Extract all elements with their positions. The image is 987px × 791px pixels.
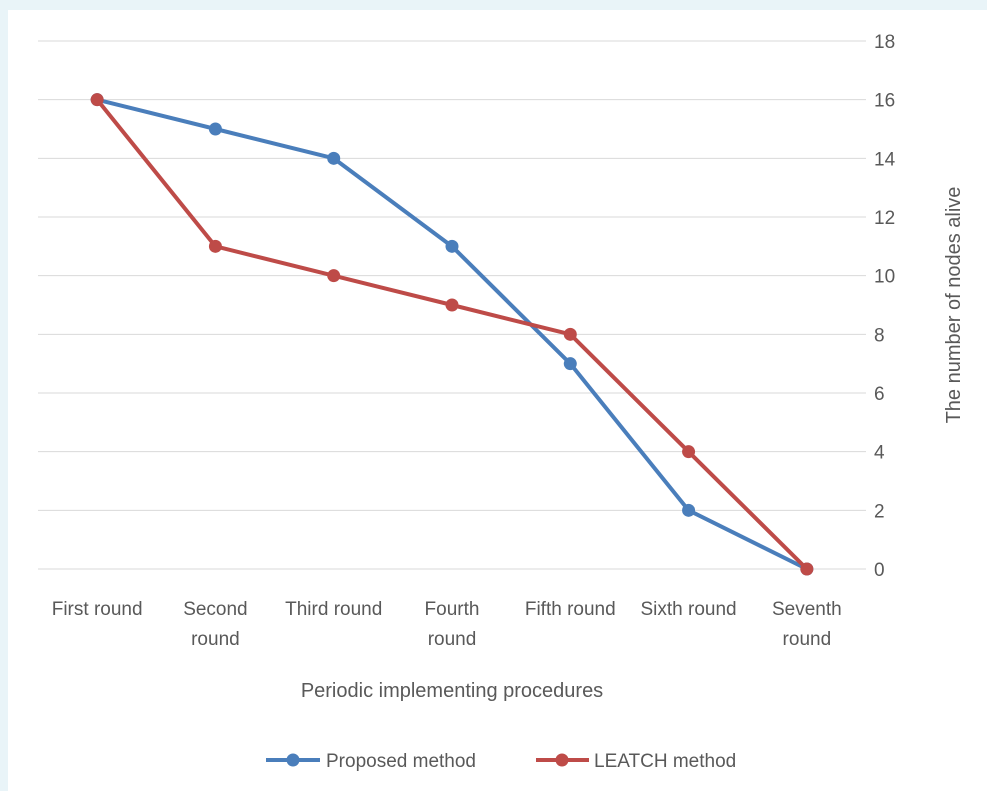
legend-label-leatch: LEATCH method	[594, 751, 736, 772]
y-tick-label: 4	[874, 443, 885, 464]
y-tick-label: 0	[874, 560, 885, 581]
data-point	[327, 151, 341, 165]
legend-item-leatch: LEATCH method	[536, 751, 736, 772]
y-tick-label: 12	[874, 208, 895, 229]
y-tick-label: 18	[874, 32, 895, 53]
data-point	[208, 239, 222, 253]
y-tick-label: 14	[874, 149, 896, 170]
data-point	[90, 93, 104, 107]
x-tick-label: Second round	[183, 599, 247, 650]
data-point	[445, 298, 459, 312]
data-point	[327, 269, 341, 283]
y-axis-title: The number of nodes alive	[943, 187, 965, 424]
y-tick-label: 10	[874, 267, 895, 288]
x-tick-label: Fourth round	[425, 599, 480, 650]
x-tick-label: Seventh round	[772, 599, 842, 650]
series-1	[90, 93, 814, 576]
y-tick-label: 6	[874, 384, 885, 405]
x-tick-label: First round	[52, 599, 143, 620]
x-axis-ticks: First round Second round Third round Fourth r…	[52, 599, 842, 650]
data-point	[445, 239, 459, 253]
data-point	[682, 445, 696, 459]
y-tick-label: 2	[874, 501, 885, 522]
background-band-left	[0, 0, 8, 791]
x-axis-title: Periodic implementing procedures	[301, 680, 603, 702]
background-band-top	[0, 0, 987, 10]
legend-label-proposed: Proposed method	[326, 751, 476, 772]
series-lines	[90, 93, 814, 576]
data-point	[682, 503, 696, 517]
data-point	[800, 562, 814, 576]
data-point	[563, 357, 577, 371]
legend-item-proposed: Proposed method	[266, 751, 476, 772]
x-tick-label: Sixth round	[641, 599, 737, 620]
y-tick-label: 16	[874, 91, 895, 112]
x-tick-label: Fifth round	[525, 599, 616, 620]
x-tick-label: Third round	[285, 599, 382, 620]
legend: Proposed method LEATCH method	[266, 751, 736, 772]
y-axis-ticks: 0 2 4 6 8 10 12 14 16 18	[874, 32, 896, 581]
data-point	[563, 327, 577, 341]
y-tick-label: 8	[874, 325, 885, 346]
gridlines	[38, 40, 866, 570]
data-point	[208, 122, 222, 136]
